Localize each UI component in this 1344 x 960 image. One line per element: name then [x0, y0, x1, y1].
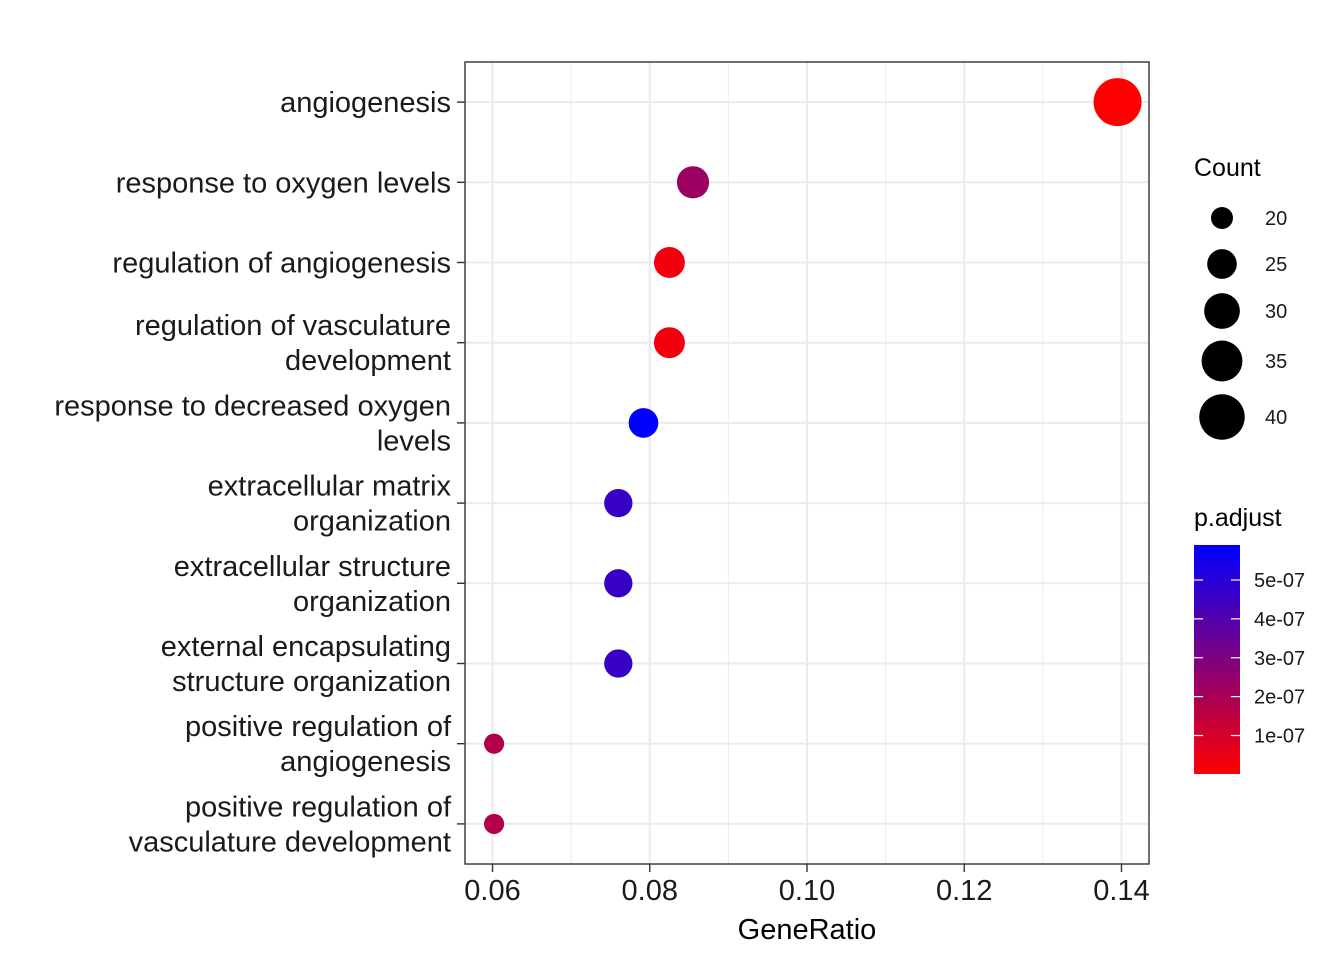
data-points — [484, 78, 1142, 834]
count-legend-key — [1207, 249, 1237, 279]
y-axis-label: positive regulation of — [185, 791, 452, 823]
p-adjust-colorbar — [1194, 545, 1240, 774]
p-adjust-label: 2e-07 — [1254, 687, 1305, 709]
y-axis-label: extracellular structure — [174, 551, 451, 583]
y-axis-label: regulation of angiogenesis — [112, 248, 451, 280]
count-legend-label: 25 — [1265, 254, 1287, 276]
y-axis-label: positive regulation of — [185, 711, 452, 743]
data-point — [653, 247, 685, 278]
y-axis-label: angiogenesis — [280, 746, 451, 778]
count-legend-label: 35 — [1265, 351, 1287, 373]
data-point — [604, 569, 633, 598]
p-adjust-legend-title: p.adjust — [1194, 504, 1282, 532]
y-axis-label: structure organization — [172, 666, 451, 698]
y-axis-label: regulation of vasculature — [135, 310, 451, 342]
y-axis-label: response to oxygen levels — [116, 167, 451, 199]
major-gridlines — [465, 62, 1149, 864]
y-axis-label: organization — [293, 506, 451, 538]
count-legend: Count 20 25 30 35 40 — [1194, 154, 1287, 440]
data-point — [484, 813, 505, 834]
data-point — [604, 488, 633, 518]
data-point — [628, 408, 659, 438]
count-legend-key — [1201, 340, 1243, 382]
x-axis-tick-label: 0.08 — [622, 875, 678, 907]
x-axis-tick-label: 0.06 — [464, 875, 520, 907]
p-adjust-label: 4e-07 — [1254, 609, 1305, 631]
y-axis-label: levels — [377, 425, 451, 457]
data-point — [676, 166, 710, 199]
y-axis-label: vasculature development — [129, 826, 451, 858]
p-adjust-legend: p.adjust 1e-07 2e-07 3e-07 4e-07 5e-07 — [1194, 504, 1305, 774]
x-axis-tick-label: 0.10 — [779, 875, 835, 907]
data-point — [653, 327, 685, 359]
x-axis-title: GeneRatio — [738, 914, 877, 946]
y-axis-label: extracellular matrix — [208, 471, 452, 503]
x-axis: 0.06 0.08 0.10 0.12 0.14 — [464, 864, 1150, 907]
data-point — [604, 649, 633, 678]
x-axis-tick-label: 0.12 — [936, 875, 992, 907]
count-legend-label: 30 — [1265, 301, 1287, 323]
y-axis-label: external encapsulating — [161, 631, 451, 663]
count-legend-key — [1199, 394, 1245, 440]
data-point — [1093, 78, 1142, 127]
y-axis-label: angiogenesis — [280, 87, 451, 119]
count-legend-label: 20 — [1265, 208, 1287, 230]
y-axis-label: response to decreased oxygen — [54, 390, 451, 422]
p-adjust-label: 3e-07 — [1254, 648, 1305, 670]
p-adjust-label: 1e-07 — [1254, 726, 1305, 748]
data-point — [484, 733, 505, 754]
y-axis: angiogenesis response to oxygen levels reg… — [54, 87, 465, 858]
p-adjust-label: 5e-07 — [1254, 570, 1305, 592]
count-legend-title: Count — [1194, 154, 1261, 182]
y-axis-label: organization — [293, 586, 451, 618]
count-legend-key — [1211, 207, 1233, 229]
y-axis-label: development — [285, 345, 451, 377]
x-axis-tick-label: 0.14 — [1093, 875, 1149, 907]
count-legend-label: 40 — [1265, 407, 1287, 429]
count-legend-key — [1204, 293, 1240, 329]
minor-gridlines — [570, 62, 1044, 864]
